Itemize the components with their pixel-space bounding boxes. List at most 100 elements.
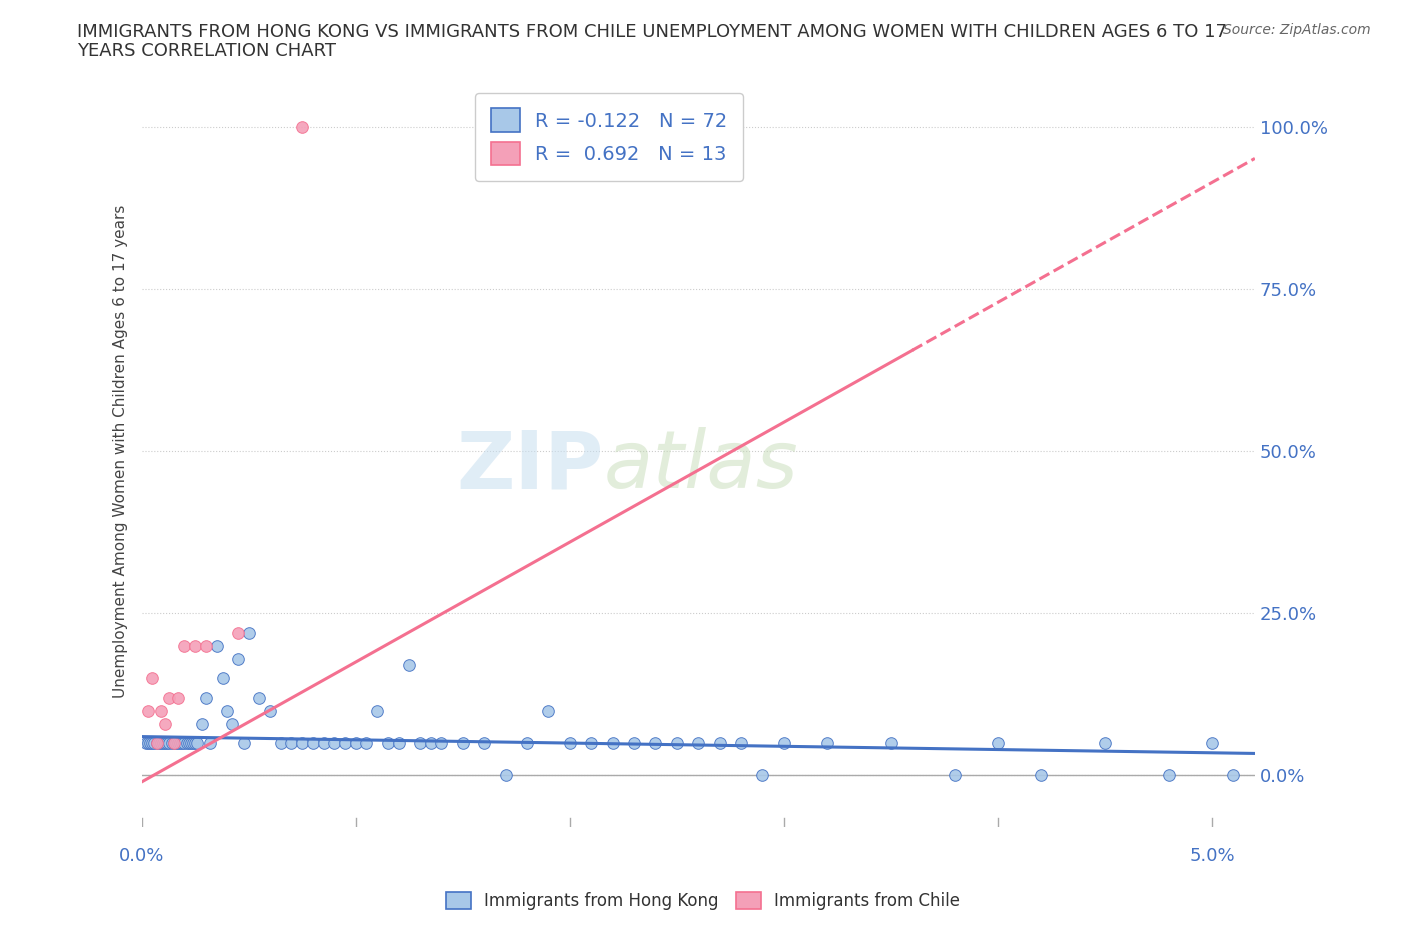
Point — [387, 736, 409, 751]
Point — [152, 736, 174, 751]
Point — [430, 736, 453, 751]
Point — [537, 703, 560, 718]
Point — [176, 736, 198, 751]
Point — [495, 768, 517, 783]
Point — [184, 736, 207, 751]
Point — [169, 736, 191, 751]
Point — [217, 703, 239, 718]
Point — [270, 736, 292, 751]
Point — [141, 736, 163, 751]
Point — [173, 736, 195, 751]
Point — [198, 736, 221, 751]
Point — [226, 626, 249, 641]
Point — [302, 736, 325, 751]
Text: atlas: atlas — [603, 428, 799, 505]
Point — [136, 703, 159, 718]
Point — [259, 703, 281, 718]
Point — [623, 736, 645, 751]
Point — [139, 736, 162, 751]
Point — [149, 703, 172, 718]
Text: 5.0%: 5.0% — [1189, 847, 1234, 865]
Text: ZIP: ZIP — [457, 428, 603, 505]
Y-axis label: Unemployment Among Women with Children Ages 6 to 17 years: Unemployment Among Women with Children A… — [114, 205, 128, 698]
Point — [602, 736, 624, 751]
Point — [987, 736, 1010, 751]
Point — [333, 736, 356, 751]
Point — [943, 768, 966, 783]
Point — [173, 638, 195, 653]
Point — [579, 736, 602, 751]
Point — [226, 651, 249, 666]
Point — [644, 736, 666, 751]
Point — [323, 736, 346, 751]
Point — [709, 736, 731, 751]
Point — [1159, 768, 1181, 783]
Point — [344, 736, 367, 751]
Point — [472, 736, 495, 751]
Point — [190, 716, 212, 731]
Point — [688, 736, 710, 751]
Point — [148, 736, 170, 751]
Point — [205, 638, 228, 653]
Point — [419, 736, 441, 751]
Point — [160, 736, 183, 751]
Point — [751, 768, 773, 783]
Point — [136, 736, 159, 751]
Point — [221, 716, 243, 731]
Point — [141, 671, 163, 685]
Point — [233, 736, 256, 751]
Point — [815, 736, 838, 751]
Point — [1029, 768, 1052, 783]
Point — [145, 736, 167, 751]
Text: Source: ZipAtlas.com: Source: ZipAtlas.com — [1223, 23, 1371, 37]
Point — [167, 736, 190, 751]
Point — [194, 638, 217, 653]
Point — [880, 736, 903, 751]
Text: YEARS CORRELATION CHART: YEARS CORRELATION CHART — [77, 42, 336, 60]
Point — [366, 703, 388, 718]
Point — [167, 690, 190, 705]
Point — [238, 626, 260, 641]
Point — [409, 736, 432, 751]
Point — [177, 736, 200, 751]
Point — [312, 736, 335, 751]
Point — [1201, 736, 1223, 751]
Point — [212, 671, 235, 685]
Point — [156, 736, 179, 751]
Point — [291, 736, 314, 751]
Point — [377, 736, 399, 751]
Point — [163, 736, 186, 751]
Point — [181, 736, 204, 751]
Point — [143, 736, 166, 751]
Point — [291, 120, 314, 135]
Point — [172, 736, 194, 751]
Point — [247, 690, 270, 705]
Point — [186, 736, 208, 751]
Legend: Immigrants from Hong Kong, Immigrants from Chile: Immigrants from Hong Kong, Immigrants fr… — [440, 885, 966, 917]
Point — [163, 736, 186, 751]
Point — [145, 736, 167, 751]
Point — [165, 736, 187, 751]
Text: IMMIGRANTS FROM HONG KONG VS IMMIGRANTS FROM CHILE UNEMPLOYMENT AMONG WOMEN WITH: IMMIGRANTS FROM HONG KONG VS IMMIGRANTS … — [77, 23, 1227, 41]
Point — [665, 736, 688, 751]
Point — [1222, 768, 1244, 783]
Point — [280, 736, 302, 751]
Point — [451, 736, 474, 751]
Point — [516, 736, 538, 751]
Point — [356, 736, 378, 751]
Legend: R = -0.122   N = 72, R =  0.692   N = 13: R = -0.122 N = 72, R = 0.692 N = 13 — [475, 93, 744, 181]
Point — [135, 736, 157, 751]
Point — [558, 736, 581, 751]
Point — [730, 736, 752, 751]
Point — [159, 690, 181, 705]
Point — [153, 736, 176, 751]
Point — [180, 736, 202, 751]
Point — [194, 690, 217, 705]
Point — [159, 736, 181, 751]
Point — [153, 716, 176, 731]
Point — [398, 658, 420, 672]
Point — [1094, 736, 1116, 751]
Text: 0.0%: 0.0% — [120, 847, 165, 865]
Point — [773, 736, 796, 751]
Point — [149, 736, 172, 751]
